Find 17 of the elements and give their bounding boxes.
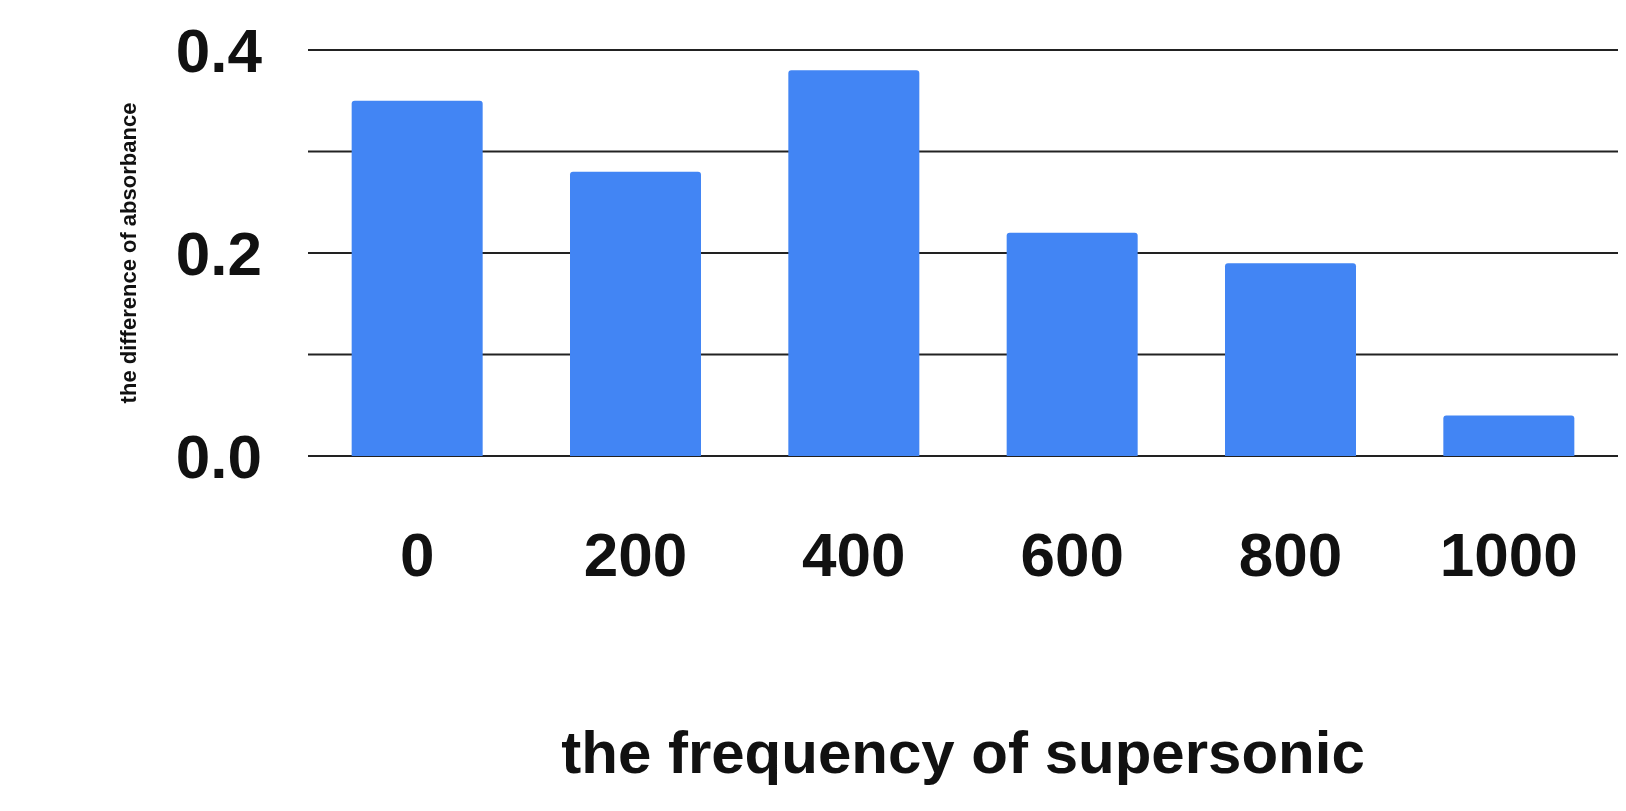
y-tick-label: 0.0 [175,422,262,492]
x-tick-label: 1000 [1439,520,1578,590]
bar [1225,263,1356,456]
y-tick-label: 0.2 [175,219,262,289]
y-tick-label: 0.4 [175,16,263,86]
bar [1006,232,1138,456]
bar [570,171,701,456]
bar [788,70,920,456]
x-tick-label: 800 [1238,520,1343,590]
y-axis-title: the difference of absorbance [115,102,141,404]
x-tick-label: 200 [583,520,688,590]
x-tick-label: 600 [1020,520,1124,590]
bar [1443,415,1575,456]
bar [351,100,483,456]
x-tick-label: 0 [399,520,435,590]
x-axis-title: the frequency of supersonic [561,719,1365,786]
x-tick-label: 400 [802,520,906,590]
